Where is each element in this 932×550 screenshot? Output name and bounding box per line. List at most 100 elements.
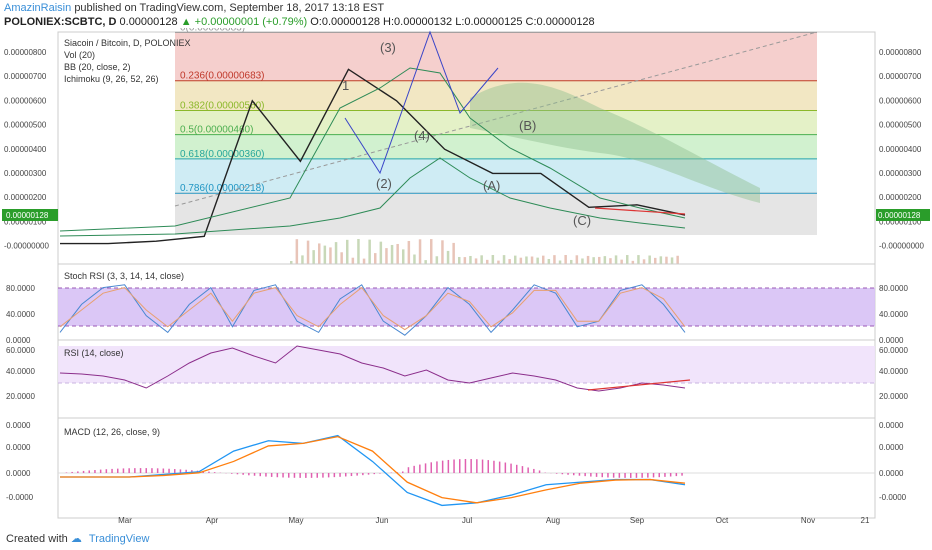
macd-hist-bar [339,473,341,477]
symbol-label: POLONIEX:SCBTC, D [4,16,117,28]
price-pane-title: Siacoin / Bitcoin, D, POLONIEX [64,38,191,48]
volume-bar [665,256,668,264]
volume-bar [474,258,478,264]
volume-bar [626,255,629,264]
price-axis-tick-right: 0.00000300 [879,169,922,178]
macd-hist-bar [333,473,336,478]
macd-hist-bar [242,473,244,475]
rsi-support-line[interactable] [587,379,691,391]
volume-bar [424,260,427,264]
fib-label-2: 0.382(0.00000560) [180,100,265,111]
volume-bar [654,257,657,264]
volume-bar [396,243,399,264]
volume-bar [553,255,556,264]
volume-bar [357,239,360,264]
macd-hist-bar [122,468,125,473]
macd-hist-bar [310,473,313,478]
pane-axis-tick-left: 0.0000 [6,336,31,345]
pane-axis-tick-left: -0.0000 [6,493,34,502]
price-axis-tick-left: 0.00000400 [4,145,47,154]
created-with-text: Created with [6,533,68,545]
volume-bar [642,259,646,264]
volume-bar [486,259,489,264]
macd-hist-bar [156,468,159,473]
macd-hist-bar [128,468,130,473]
macd-hist-bar [527,467,529,473]
macd-hist-bar [555,473,558,474]
volume-bar [581,258,584,264]
macd-hist-bar [316,473,318,478]
wave-label-c: (C) [573,213,591,228]
macd-hist-bar [367,473,370,475]
x-axis-tick: Apr [206,516,219,525]
x-axis-tick: Nov [801,516,815,525]
volume-bar [368,239,371,264]
support-line[interactable] [594,207,686,215]
macd-hist-bar [77,471,79,473]
macd-hist-bar [487,460,489,473]
macd-hist-bar [162,468,165,473]
volume-bar [648,255,651,264]
macd-hist-bar [299,473,301,478]
chart-canvas[interactable]: 0(0.00000883) 0.236(0.00000683) 0.382(0.00… [0,28,932,528]
footer: Created with ☁ TradingView [0,528,932,550]
pane-axis-tick-right: 40.0000 [879,367,908,376]
macd-hist-bar [441,460,444,473]
macd-hist-bar [82,470,85,473]
rsi-line [59,345,686,392]
trend-line[interactable] [174,31,818,207]
macd-hist-bar [635,473,638,478]
macd-histogram [65,459,683,478]
macd-hist-bar [71,471,73,473]
macd-hist-bar [436,461,438,473]
volume-bar [598,256,601,264]
volume-bar [323,245,327,264]
price-axis-tick-left: 0.00000800 [4,48,47,57]
wave-label-3: (3) [380,40,396,55]
macd-hist-bar [647,473,649,478]
wave-label-4: (4) [414,128,430,143]
macd-hist-bar [99,469,102,473]
x-axis-tick: Sep [630,516,645,525]
macd-hist-bar [630,473,632,478]
macd-hist-bar [253,473,256,476]
vol-indicator-label: Vol (20) [64,50,95,60]
fib-band-2 [175,110,817,134]
wave-label-1: 1 [342,78,349,93]
macd-hist-bar [111,468,113,473]
pane-axis-tick-right: 40.0000 [879,310,908,319]
volume-bar [418,239,422,264]
macd-hist-bar [345,473,347,477]
volume-bar [491,255,495,264]
price-axis-tick-right: 0.00000100 [879,217,922,226]
volume-bars [290,239,679,264]
macd-hist-bar [607,473,609,478]
volume-bar [514,255,517,264]
macd-hist-bar [191,470,193,473]
x-axis-tick: Jun [376,516,389,525]
pane-axis-tick-right: 60.0000 [879,346,908,355]
price-axis-tick-right: 0.00000800 [879,48,922,57]
x-axis-tick: Jul [462,516,472,525]
macd-hist-bar [179,469,182,473]
author-link[interactable]: AmazinRaisin [4,2,72,14]
pane-axis-tick-right: 0.0000 [879,336,904,345]
volume-bar [329,247,332,264]
price-axis-tick-right: 0.00000700 [879,72,922,81]
macd-hist-bar [601,473,603,478]
tradingview-brand[interactable]: TradingView [88,533,150,545]
macd-hist-bar [322,473,324,478]
pane-axis-tick-left: 0.0000 [6,443,31,452]
macd-hist-bar [276,473,279,478]
pane-axis-tick-left: 40.0000 [6,310,35,319]
volume-bar [570,259,573,264]
fib-band-1 [175,80,817,110]
macd-hist-bar [174,469,176,473]
x-axis-tick: May [288,516,303,525]
price-axis-tick-left: 0.00000100 [4,217,47,226]
stoch-d-line [59,286,686,331]
volume-bar [413,254,416,264]
macd-hist-bar [105,469,108,473]
macd-hist-bar [595,473,598,477]
rsi-title: RSI (14, close) [64,348,124,358]
